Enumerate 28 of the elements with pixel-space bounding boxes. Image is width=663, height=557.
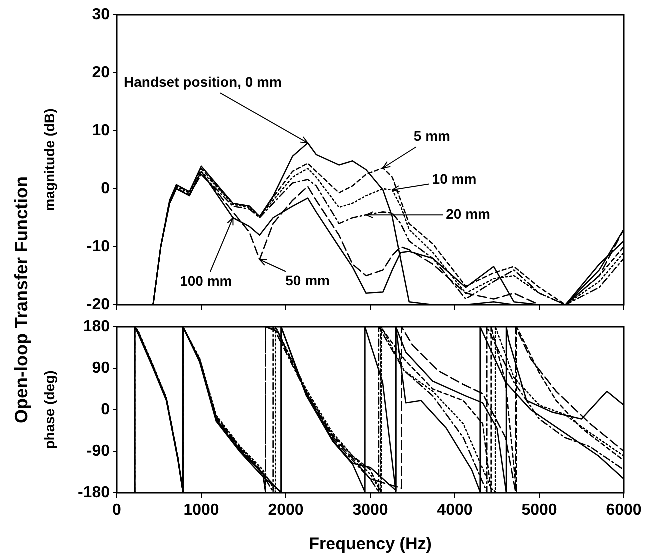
y-tick-label: 90	[92, 360, 110, 377]
annotation: 50 mm	[286, 272, 330, 289]
x-tick-label: 1000	[184, 502, 220, 520]
y-tick-label: -20	[86, 296, 110, 314]
annotation: 10 mm	[432, 171, 477, 188]
x-tick-label: 3000	[352, 502, 388, 520]
y-tick-label: 0	[101, 180, 110, 198]
x-tick-label: 5000	[522, 502, 558, 520]
y-tick-label: -180	[78, 484, 110, 502]
y-tick-label: 20	[92, 64, 110, 82]
x-tick-label: 2000	[268, 502, 304, 520]
x-tick-label: 6000	[606, 502, 642, 520]
y-tick-label: 0	[101, 401, 110, 418]
annotation: Handset position, 0 mm	[124, 74, 282, 90]
annotation: 100 mm	[180, 272, 232, 289]
annotation: 20 mm	[446, 206, 490, 222]
x-axis-title: Frequency (Hz)	[309, 534, 432, 554]
x-tick-label: 4000	[437, 502, 473, 520]
y-axis-title: magnitude (dB)	[41, 108, 58, 212]
y-tick-label: 30	[92, 6, 110, 24]
y-tick-label: -90	[86, 442, 110, 460]
text: Open-loop Transfer Function	[12, 176, 32, 424]
y-axis-title: phase (deg)	[41, 370, 58, 450]
annotation: 5 mm	[414, 128, 450, 144]
x-tick-label: 0	[112, 502, 122, 520]
y-tick-label: 10	[92, 122, 110, 140]
y-tick-label: -10	[86, 238, 110, 256]
y-tick-label: 180	[83, 318, 110, 336]
